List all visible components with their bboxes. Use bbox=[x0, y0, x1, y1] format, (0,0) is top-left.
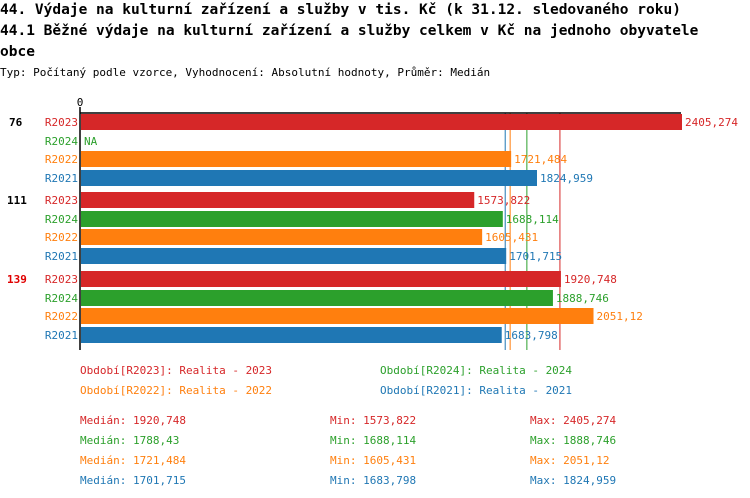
series-label: R2023 bbox=[45, 194, 78, 207]
title-line-2: 44.1 Běžné výdaje na kulturní zařízení a… bbox=[0, 23, 699, 39]
bar-R2024 bbox=[81, 290, 553, 306]
stat-median-R2024: Medián: 1788,43 bbox=[80, 434, 180, 447]
data-label: 1920,748 bbox=[564, 273, 617, 286]
series-label: R2023 bbox=[45, 273, 78, 286]
legend-item-R2024: Období[R2024]: Realita - 2024 bbox=[380, 364, 573, 377]
title-line-1: 44. Výdaje na kulturní zařízení a služby… bbox=[0, 2, 681, 18]
bar-R2022 bbox=[81, 151, 512, 167]
data-label: 1721,484 bbox=[514, 153, 567, 166]
bar-R2023 bbox=[81, 192, 475, 208]
bar-R2021 bbox=[81, 327, 502, 343]
stat-min-R2021: Min: 1683,798 bbox=[330, 474, 417, 487]
series-label: R2022 bbox=[45, 153, 78, 166]
legend-item-R2022: Období[R2022]: Realita - 2022 bbox=[80, 384, 273, 397]
x-tick-label: 0 bbox=[77, 96, 84, 109]
group-label: 139 bbox=[7, 273, 27, 286]
series-label: R2022 bbox=[45, 231, 78, 244]
data-label: 1688,114 bbox=[506, 213, 559, 226]
bar-R2021 bbox=[81, 170, 537, 186]
stat-max-R2022: Max: 2051,12 bbox=[530, 454, 610, 467]
stat-median-R2022: Medián: 1721,484 bbox=[80, 454, 186, 467]
bar-R2023 bbox=[81, 271, 561, 287]
data-label: NA bbox=[84, 135, 98, 148]
data-label: 1824,959 bbox=[540, 172, 593, 185]
series-label: R2021 bbox=[45, 250, 78, 263]
data-label: 1888,746 bbox=[556, 292, 609, 305]
legend-item-R2021: Období[R2021]: Realita - 2021 bbox=[380, 384, 573, 397]
stat-min-R2022: Min: 1605,431 bbox=[330, 454, 417, 467]
legend-item-R2023: Období[R2023]: Realita - 2023 bbox=[80, 364, 273, 377]
bar-R2024 bbox=[81, 211, 503, 227]
series-label: R2024 bbox=[45, 213, 78, 226]
series-label: R2024 bbox=[45, 135, 78, 148]
bar-R2022 bbox=[81, 229, 483, 245]
group-label: 76 bbox=[9, 116, 23, 129]
stat-median-R2023: Medián: 1920,748 bbox=[80, 414, 186, 427]
stat-min-R2023: Min: 1573,822 bbox=[330, 414, 417, 427]
data-label: 1605,431 bbox=[485, 231, 538, 244]
data-label: 2051,12 bbox=[597, 310, 643, 323]
group-label: 111 bbox=[7, 194, 27, 207]
stat-max-R2024: Max: 1888,746 bbox=[530, 434, 617, 447]
data-label: 2405,274 bbox=[685, 116, 738, 129]
stat-max-R2023: Max: 2405,274 bbox=[530, 414, 617, 427]
bar-R2022 bbox=[81, 308, 594, 324]
subtitle: Typ: Počítaný podle vzorce, Vyhodnocení:… bbox=[0, 66, 491, 79]
title-line-3: obce bbox=[0, 44, 35, 60]
series-label: R2021 bbox=[45, 172, 78, 185]
bar-R2023 bbox=[81, 114, 682, 130]
series-label: R2021 bbox=[45, 329, 78, 342]
data-label: 1683,798 bbox=[505, 329, 558, 342]
series-label: R2022 bbox=[45, 310, 78, 323]
data-label: 1701,715 bbox=[509, 250, 562, 263]
stat-median-R2021: Medián: 1701,715 bbox=[80, 474, 186, 487]
data-label: 1573,822 bbox=[477, 194, 530, 207]
bar-R2021 bbox=[81, 248, 507, 264]
stat-min-R2024: Min: 1688,114 bbox=[330, 434, 417, 447]
stat-max-R2021: Max: 1824,959 bbox=[530, 474, 617, 487]
series-label: R2023 bbox=[45, 116, 78, 129]
series-label: R2024 bbox=[45, 292, 78, 305]
